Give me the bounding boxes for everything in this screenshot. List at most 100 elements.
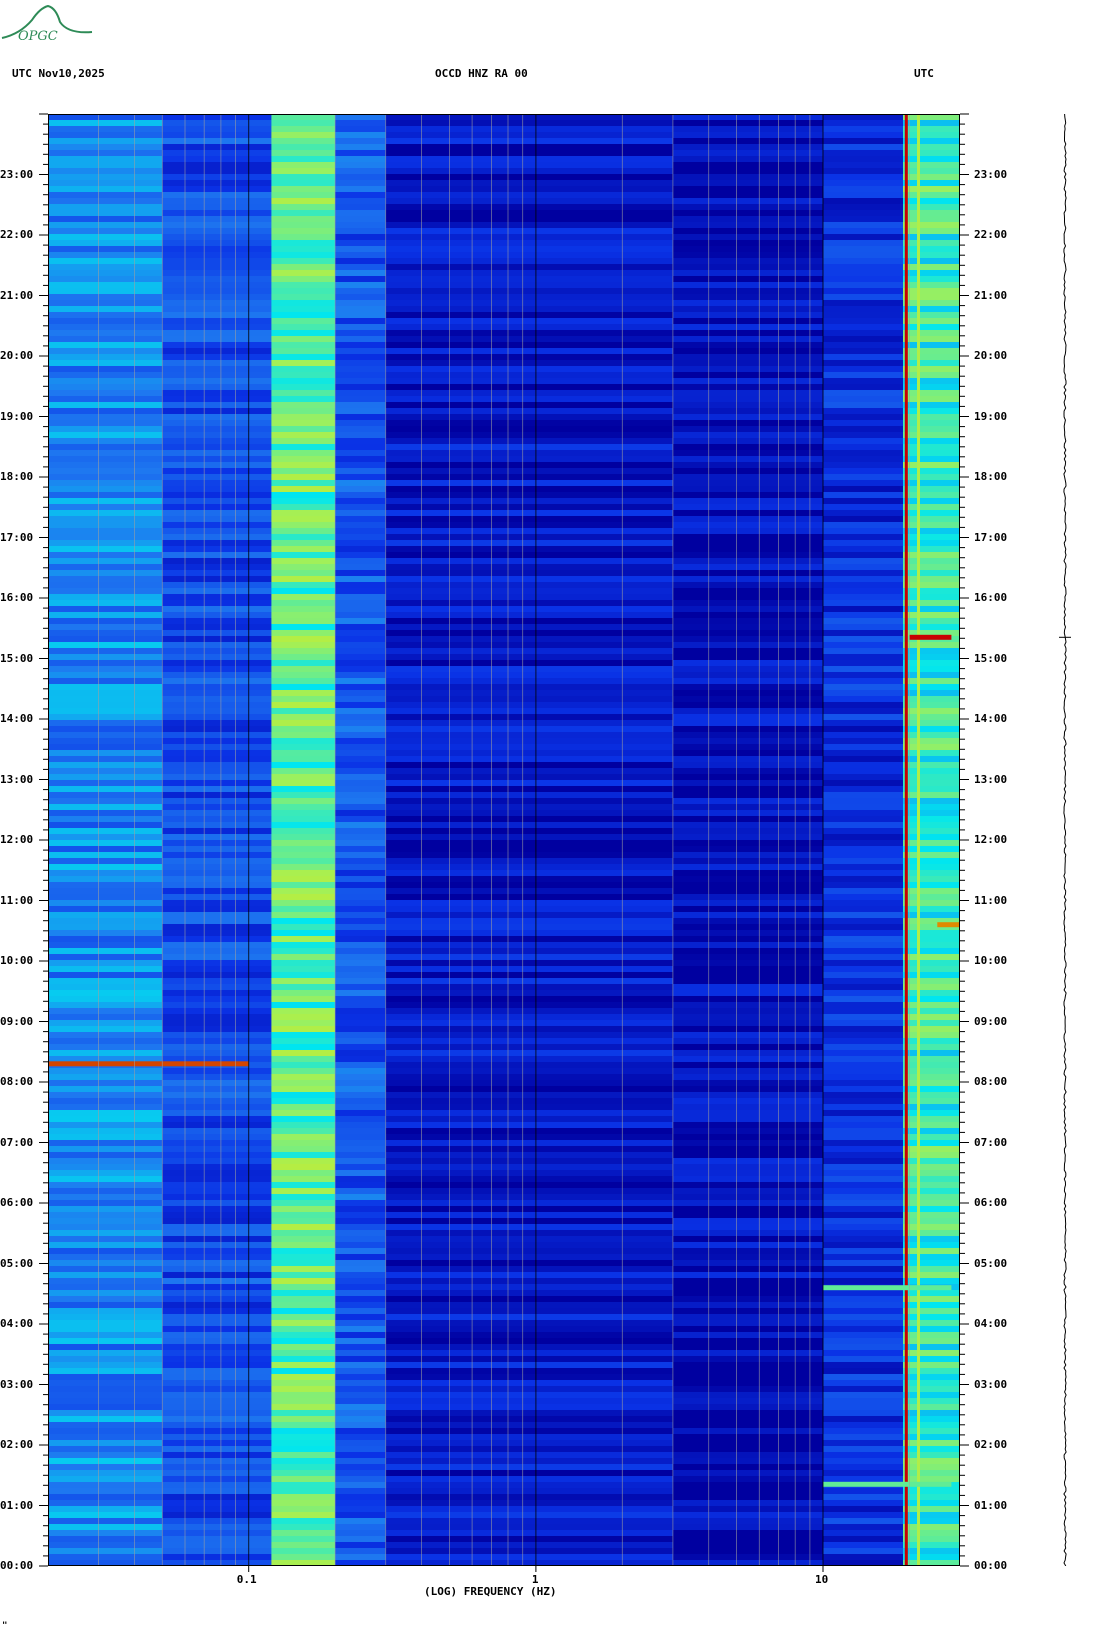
- band-cell: [335, 1494, 386, 1500]
- band-cell: [903, 462, 960, 468]
- band-cell: [271, 1368, 336, 1374]
- band-cell: [48, 1386, 163, 1392]
- band-cell: [385, 522, 673, 528]
- band-cell: [335, 1182, 386, 1188]
- band-cell: [335, 414, 386, 420]
- band-cell: [162, 1434, 272, 1440]
- band-cell: [162, 1548, 272, 1554]
- band-cell: [335, 708, 386, 714]
- band-cell: [271, 1548, 336, 1554]
- band-cell: [385, 1464, 673, 1470]
- band-cell: [903, 1194, 960, 1200]
- band-cell: [162, 180, 272, 186]
- band-cell: [903, 1374, 960, 1380]
- band-cell: [385, 570, 673, 576]
- band-cell: [162, 486, 272, 492]
- band-cell: [162, 270, 272, 276]
- band-cell: [271, 1296, 336, 1302]
- band-cell: [672, 1086, 823, 1092]
- band-cell: [385, 426, 673, 432]
- band-cell: [903, 318, 960, 324]
- band-cell: [672, 366, 823, 372]
- band-cell: [823, 900, 903, 906]
- band-cell: [48, 1170, 163, 1176]
- band-cell: [672, 1482, 823, 1488]
- band-cell: [672, 132, 823, 138]
- band-cell: [903, 870, 960, 876]
- band-cell: [385, 642, 673, 648]
- band-cell: [903, 558, 960, 564]
- band-cell: [271, 1218, 336, 1224]
- band-cell: [271, 480, 336, 486]
- band-cell: [903, 546, 960, 552]
- band-cell: [335, 144, 386, 150]
- band-cell: [335, 1326, 386, 1332]
- band-cell: [335, 1212, 386, 1218]
- band-cell: [271, 420, 336, 426]
- band-cell: [162, 516, 272, 522]
- band-cell: [271, 504, 336, 510]
- band-cell: [672, 444, 823, 450]
- band-cell: [903, 846, 960, 852]
- band-cell: [672, 1140, 823, 1146]
- band-cell: [271, 1110, 336, 1116]
- band-cell: [271, 240, 336, 246]
- band-cell: [823, 798, 903, 804]
- band-cell: [162, 612, 272, 618]
- band-cell: [823, 492, 903, 498]
- band-cell: [162, 1398, 272, 1404]
- band-cell: [48, 630, 163, 636]
- band-cell: [335, 1218, 386, 1224]
- band-cell: [823, 1206, 903, 1212]
- band-cell: [335, 1548, 386, 1554]
- band-cell: [48, 438, 163, 444]
- band-cell: [903, 984, 960, 990]
- band-cell: [903, 432, 960, 438]
- band-cell: [335, 456, 386, 462]
- band-cell: [162, 744, 272, 750]
- band-cell: [903, 816, 960, 822]
- band-cell: [823, 1158, 903, 1164]
- band-cell: [162, 330, 272, 336]
- y-tick-label-left: 18:00: [0, 470, 34, 483]
- band-cell: [162, 618, 272, 624]
- band-cell: [335, 1464, 386, 1470]
- band-cell: [385, 1248, 673, 1254]
- y-tick-label-left: 06:00: [0, 1196, 34, 1209]
- band-cell: [48, 1110, 163, 1116]
- band-cell: [162, 1272, 272, 1278]
- band-cell: [823, 192, 903, 198]
- band-cell: [48, 1026, 163, 1032]
- band-cell: [335, 1398, 386, 1404]
- band-cell: [385, 1122, 673, 1128]
- y-tick-label-right: 02:00: [974, 1438, 1008, 1451]
- band-cell: [903, 786, 960, 792]
- band-cell: [48, 1470, 163, 1476]
- band-cell: [335, 126, 386, 132]
- band-cell: [48, 156, 163, 162]
- band-cell: [823, 1500, 903, 1506]
- band-cell: [823, 1188, 903, 1194]
- band-cell: [335, 1062, 386, 1068]
- band-cell: [48, 1500, 163, 1506]
- band-cell: [903, 1506, 960, 1512]
- band-cell: [385, 1344, 673, 1350]
- band-cell: [162, 798, 272, 804]
- band-cell: [271, 366, 336, 372]
- band-cell: [672, 708, 823, 714]
- band-cell: [271, 942, 336, 948]
- band-cell: [823, 948, 903, 954]
- band-cell: [823, 588, 903, 594]
- band-cell: [48, 306, 163, 312]
- band-cell: [271, 1452, 336, 1458]
- band-cell: [271, 1236, 336, 1242]
- band-cell: [823, 576, 903, 582]
- band-cell: [335, 498, 386, 504]
- band-cell: [385, 1032, 673, 1038]
- band-cell: [823, 222, 903, 228]
- band-cell: [162, 1494, 272, 1500]
- band-cell: [335, 216, 386, 222]
- band-cell: [48, 1398, 163, 1404]
- band-cell: [335, 624, 386, 630]
- band-cell: [335, 1428, 386, 1434]
